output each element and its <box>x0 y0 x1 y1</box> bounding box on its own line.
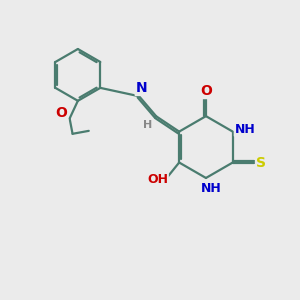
Text: H: H <box>143 119 153 130</box>
Text: O: O <box>200 84 212 98</box>
Text: S: S <box>256 155 266 170</box>
Text: NH: NH <box>201 182 222 195</box>
Text: OH: OH <box>147 173 168 186</box>
Text: NH: NH <box>235 123 256 136</box>
Text: O: O <box>56 106 67 120</box>
Text: N: N <box>136 81 147 95</box>
